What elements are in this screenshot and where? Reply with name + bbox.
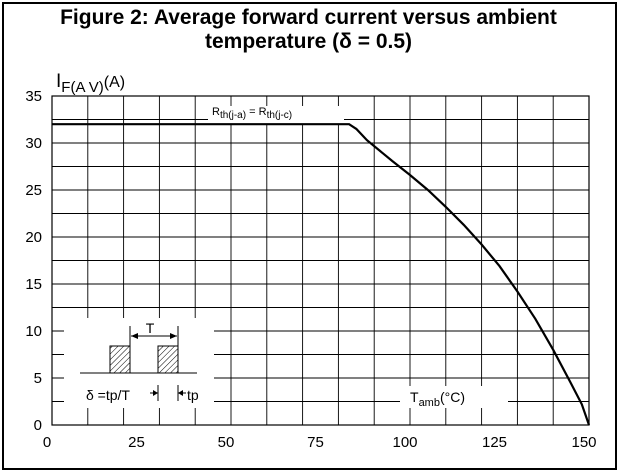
- x-tick-label: 75: [307, 434, 324, 451]
- y-tick-label: 20: [25, 229, 42, 246]
- y-tick-labels: 0 5 10 15 20 25 30 35: [25, 88, 42, 434]
- tp-arrow-left: [153, 390, 158, 396]
- rth-s1: th(j-a): [220, 110, 246, 121]
- pulse-1: [109, 345, 131, 374]
- x-tick-label: 25: [128, 434, 145, 451]
- rth-r1: R: [212, 106, 220, 118]
- x-axis-label-main: T: [410, 389, 419, 405]
- rth-eq: =: [246, 106, 259, 118]
- x-tick-label: 150: [571, 434, 596, 451]
- y-tick-label: 15: [25, 276, 42, 293]
- pulse-period-label: T: [146, 320, 155, 336]
- rth-r2: R: [259, 106, 267, 118]
- y-axis-label: IF(A V)(A): [56, 71, 125, 96]
- rth-label: Rth(j-a) = Rth(j-c): [212, 106, 292, 121]
- chart-title: Figure 2: Average forward current versus…: [0, 6, 617, 54]
- y-tick-label: 35: [25, 88, 42, 105]
- chart-title-line-2: temperature (δ = 0.5): [204, 30, 413, 53]
- y-tick-label: 5: [34, 370, 42, 387]
- x-tick-labels: 0 25 50 75 100 125 150: [43, 434, 597, 451]
- y-tick-label: 10: [25, 323, 42, 340]
- rth-label-bg: [208, 106, 344, 124]
- tp-arrow-right: [178, 390, 183, 396]
- chart-title-line-1: Figure 2: Average forward current versus…: [60, 6, 557, 29]
- period-arrow-right: [170, 333, 177, 339]
- y-tick-label: 25: [25, 182, 42, 199]
- x-tick-label: 100: [392, 434, 417, 451]
- x-tick-label: 125: [482, 434, 507, 451]
- x-tick-label: 0: [43, 434, 51, 451]
- pulse-2: [157, 345, 179, 374]
- x-tick-label: 50: [218, 434, 235, 451]
- x-axis-label-unit: (°C): [440, 389, 465, 405]
- series-line: [52, 123, 591, 426]
- y-tick-label: 0: [34, 417, 42, 434]
- x-axis-label: Tamb(°C): [410, 389, 465, 409]
- x-axis-label-sub: amb: [419, 397, 440, 409]
- x-axis-label-bg: [400, 386, 508, 408]
- inset-background: [64, 318, 214, 408]
- y-axis-label-unit: (A): [104, 74, 125, 91]
- pulse-width-label: tp: [187, 387, 199, 403]
- period-arrow-left: [131, 333, 138, 339]
- y-tick-label: 30: [25, 135, 42, 152]
- y-axis-label-sub: F(A V): [61, 79, 104, 96]
- duty-formula-label: δ =tp/T: [86, 387, 130, 403]
- pulse-inset: T δ =tp/T tp: [64, 318, 214, 408]
- y-axis-label-main: I: [56, 71, 61, 92]
- rth-s2: th(j-c): [267, 110, 293, 121]
- plot-area-border: [51, 95, 590, 426]
